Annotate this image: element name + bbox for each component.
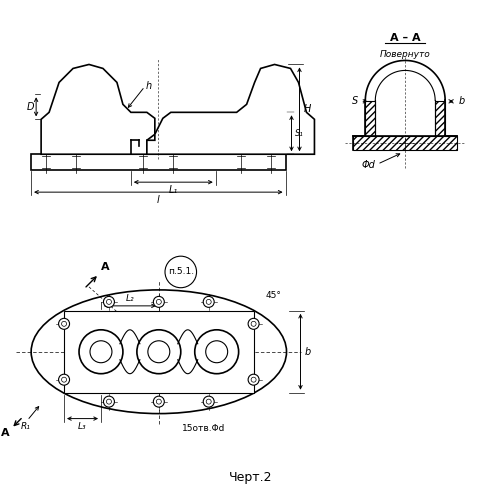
- Text: L₃: L₃: [78, 422, 87, 430]
- Circle shape: [194, 330, 238, 374]
- Bar: [31, 154, 285, 170]
- Circle shape: [104, 396, 115, 407]
- Circle shape: [137, 330, 181, 374]
- Text: H: H: [304, 104, 311, 115]
- Bar: [435, 102, 445, 136]
- Circle shape: [62, 322, 66, 326]
- Circle shape: [156, 399, 162, 404]
- Circle shape: [203, 296, 214, 308]
- Text: L₁: L₁: [168, 185, 178, 195]
- Text: 45°: 45°: [266, 291, 281, 300]
- Circle shape: [206, 341, 228, 362]
- Circle shape: [90, 341, 112, 362]
- Text: l: l: [157, 195, 160, 205]
- Bar: [220, 148, 230, 154]
- Text: Повернуто: Повернуто: [380, 50, 430, 59]
- Text: Φd: Φd: [362, 160, 376, 170]
- Polygon shape: [147, 64, 314, 154]
- Text: R₁: R₁: [21, 422, 31, 430]
- Bar: [354, 136, 457, 150]
- Bar: [86, 148, 96, 154]
- Polygon shape: [41, 64, 155, 154]
- Ellipse shape: [31, 290, 286, 414]
- Text: S₁: S₁: [294, 129, 304, 138]
- Text: L₂: L₂: [126, 294, 134, 303]
- Text: 15отв.Φd: 15отв.Φd: [182, 424, 226, 432]
- Circle shape: [203, 396, 214, 407]
- Text: h: h: [146, 82, 152, 92]
- Circle shape: [106, 399, 112, 404]
- Bar: [56, 148, 66, 154]
- Circle shape: [154, 396, 164, 407]
- Bar: [250, 148, 260, 154]
- Circle shape: [106, 300, 112, 304]
- Text: Черт.2: Черт.2: [229, 471, 272, 484]
- Circle shape: [248, 374, 259, 385]
- Text: А: А: [0, 428, 9, 438]
- Circle shape: [58, 374, 70, 385]
- Circle shape: [148, 341, 170, 362]
- Circle shape: [58, 318, 70, 330]
- Bar: [145, 148, 155, 154]
- Circle shape: [248, 318, 259, 330]
- Bar: [161, 148, 171, 154]
- Bar: [366, 102, 376, 136]
- Bar: [64, 311, 254, 392]
- Text: b: b: [459, 96, 466, 106]
- Circle shape: [79, 330, 123, 374]
- Circle shape: [206, 399, 211, 404]
- Circle shape: [62, 377, 66, 382]
- Circle shape: [251, 377, 256, 382]
- Text: D: D: [26, 102, 34, 112]
- Bar: [354, 136, 457, 150]
- Circle shape: [154, 296, 164, 308]
- Circle shape: [206, 300, 211, 304]
- Text: п.5.1.: п.5.1.: [168, 268, 194, 276]
- Circle shape: [251, 322, 256, 326]
- Text: А: А: [101, 262, 110, 272]
- Circle shape: [156, 300, 162, 304]
- Circle shape: [104, 296, 115, 308]
- Text: S: S: [352, 96, 358, 106]
- Text: А – А: А – А: [390, 32, 420, 42]
- Text: b: b: [304, 347, 310, 357]
